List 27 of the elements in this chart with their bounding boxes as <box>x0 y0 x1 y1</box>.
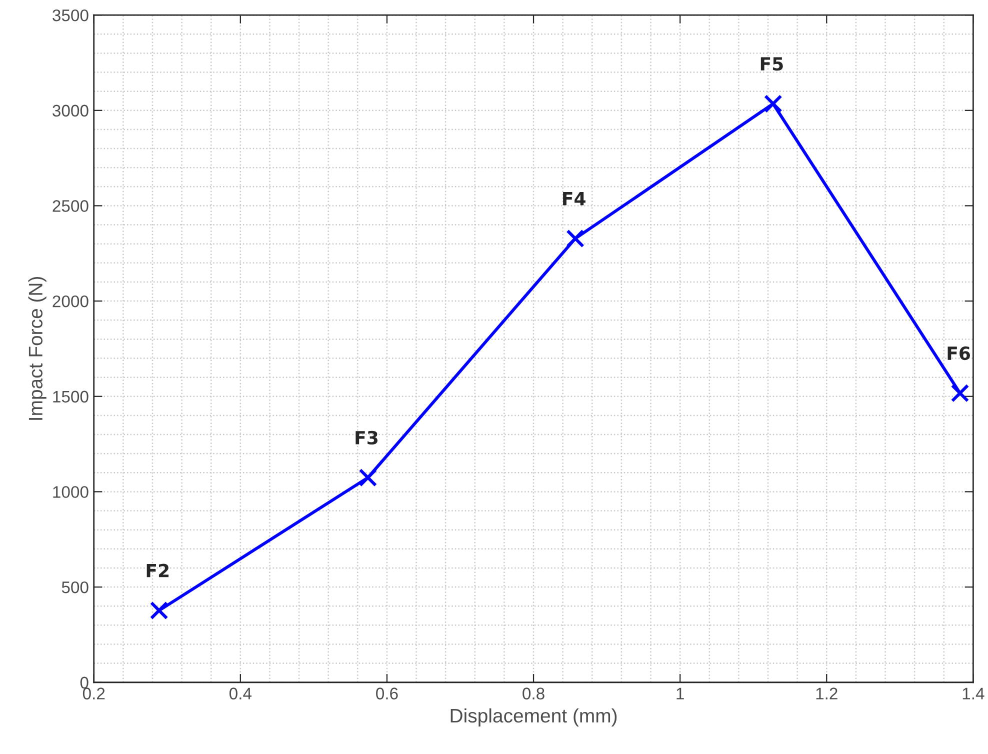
annotation: F5 <box>760 57 783 71</box>
point <box>150 601 168 620</box>
x-tick-label: 0.8 <box>522 688 544 700</box>
y-tick-label: 1500 <box>53 390 88 403</box>
x-tick-label: 1 <box>676 688 684 700</box>
point <box>358 468 378 487</box>
y-tick-label: 2000 <box>52 295 88 308</box>
y-tick-label: 500 <box>62 581 88 594</box>
x-tick-label: 1.2 <box>816 688 838 700</box>
x-tick-label: 0.4 <box>229 688 252 700</box>
x-tick-label: 0.2 <box>82 688 105 700</box>
annotation: F6 <box>948 346 970 360</box>
y-tick-label: 2500 <box>52 200 88 212</box>
annotation: F2 <box>146 564 169 578</box>
y-tick-label: 3500 <box>52 9 88 22</box>
y-axis-title: Impact Force (N) <box>28 277 46 420</box>
annotation: F4 <box>563 192 586 206</box>
x-tick-label: 0.6 <box>376 688 398 700</box>
point <box>566 229 584 248</box>
y-tick-label: 3000 <box>52 104 88 117</box>
x-tick-label: 1.4 <box>962 688 984 700</box>
y-tick-label: 1000 <box>53 486 88 498</box>
point <box>764 94 782 113</box>
x-axis-title: Displacement (mm) <box>450 708 617 726</box>
point <box>950 384 970 402</box>
annotation: F3 <box>356 430 378 445</box>
y-tick-label: 0 <box>80 676 88 689</box>
